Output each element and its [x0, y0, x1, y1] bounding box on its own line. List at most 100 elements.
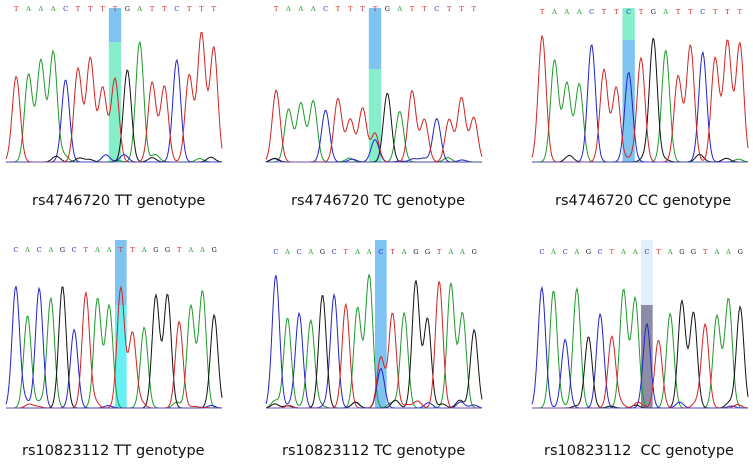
- trace-a: [6, 290, 222, 409]
- trace-c: [531, 285, 748, 409]
- base-call-letter: A: [24, 246, 30, 254]
- base-call-letter: T: [212, 5, 217, 13]
- base-call-letter: A: [25, 5, 31, 13]
- snp-highlight-bottom: [108, 42, 122, 162]
- base-call-letter: C: [332, 248, 337, 256]
- base-call-letter: A: [47, 246, 53, 254]
- base-call-letter: A: [725, 248, 731, 256]
- base-call-letter: A: [284, 248, 290, 256]
- base-call-letter: A: [307, 248, 313, 256]
- snp-highlight-bottom: [641, 305, 653, 408]
- base-call-letter: A: [366, 248, 372, 256]
- snp-highlight-top: [108, 8, 122, 42]
- base-call-letter: T: [177, 246, 182, 254]
- base-call-letter: T: [88, 5, 93, 13]
- base-call-letter: T: [540, 8, 545, 16]
- base-call-letter: A: [94, 246, 100, 254]
- base-call-letter: G: [738, 248, 743, 256]
- caption-rs4746720-tc: rs4746720 TC genotype: [291, 193, 466, 209]
- base-call-letter: T: [344, 248, 349, 256]
- base-call-letter: C: [700, 8, 705, 16]
- base-call-letter: A: [310, 5, 316, 13]
- base-call-letter: A: [141, 246, 147, 254]
- base-call-letter: T: [639, 8, 644, 16]
- base-call-letter: A: [401, 248, 407, 256]
- base-call-letter: C: [174, 5, 179, 13]
- base-call-letter: G: [425, 248, 430, 256]
- base-call-letter: T: [447, 5, 452, 13]
- base-call-letter: T: [199, 5, 204, 13]
- base-call-letter: A: [667, 248, 673, 256]
- snp-highlight-bottom: [375, 240, 387, 408]
- trace-a: [532, 49, 749, 163]
- base-call-letter: T: [459, 5, 464, 13]
- base-call-letter: T: [713, 8, 718, 16]
- base-call-letter: A: [199, 246, 205, 254]
- base-call-letter: C: [13, 246, 18, 254]
- base-call-letter: A: [354, 248, 360, 256]
- base-call-letter: C: [434, 5, 439, 13]
- base-call-letter: T: [76, 5, 81, 13]
- base-call-letter: T: [437, 248, 442, 256]
- base-call-letter: A: [136, 5, 142, 13]
- base-call-letter: T: [119, 246, 124, 254]
- caption-rs10823112-tt: rs10823112 TT genotype: [22, 443, 205, 459]
- base-call-letter: T: [614, 8, 619, 16]
- base-call-letter: A: [662, 8, 668, 16]
- base-call-letter: A: [620, 248, 626, 256]
- base-call-letter: T: [610, 248, 615, 256]
- base-call-letter: G: [691, 248, 696, 256]
- base-call-letter: T: [725, 8, 730, 16]
- base-call-letter: G: [413, 248, 418, 256]
- base-call-letter: C: [72, 246, 77, 254]
- base-call-letter: A: [285, 5, 291, 13]
- base-call-letter: C: [644, 248, 649, 256]
- snp-highlight-top: [115, 240, 127, 305]
- base-call-letter: A: [106, 246, 112, 254]
- base-call-letter: T: [130, 246, 135, 254]
- snp-highlight-top: [368, 8, 382, 69]
- base-call-letter: T: [150, 5, 155, 13]
- base-call-letter: G: [212, 246, 217, 254]
- base-call-letter: T: [274, 5, 279, 13]
- base-call-letter: G: [679, 248, 684, 256]
- base-call-letter: A: [38, 5, 44, 13]
- base-call-letter: C: [626, 8, 631, 16]
- caption-rs10823112-tc: rs10823112 TC genotype: [282, 443, 466, 459]
- base-call-letter: C: [273, 248, 278, 256]
- base-call-letter: A: [713, 248, 719, 256]
- base-call-letter: C: [598, 248, 603, 256]
- base-call-letter: T: [688, 8, 693, 16]
- base-call-letter: A: [576, 8, 582, 16]
- base-call-letter: T: [360, 5, 365, 13]
- base-call-letter: T: [348, 5, 353, 13]
- base-call-letter: G: [320, 248, 325, 256]
- base-call-letter: G: [586, 248, 591, 256]
- base-call-letter: A: [459, 248, 465, 256]
- base-call-letter: T: [410, 5, 415, 13]
- base-call-letter: G: [153, 246, 158, 254]
- snp-highlight-top: [641, 240, 653, 305]
- base-call-letter: T: [14, 5, 19, 13]
- base-call-letter: T: [113, 5, 118, 13]
- base-call-letter: C: [297, 248, 302, 256]
- base-call-letter: T: [703, 248, 708, 256]
- base-call-letter: G: [385, 5, 390, 13]
- caption-rs4746720-cc: rs4746720 CC genotype: [555, 193, 732, 209]
- base-call-letter: C: [378, 248, 383, 256]
- base-call-letter: T: [390, 248, 395, 256]
- base-call-letter: C: [37, 246, 42, 254]
- caption-rs10823112-cc: rs10823112 CC genotype: [544, 443, 734, 459]
- base-call-letter: G: [651, 8, 656, 16]
- base-call-letter: A: [551, 8, 557, 16]
- base-call-letter: G: [472, 248, 477, 256]
- snp-highlight-top: [622, 8, 635, 40]
